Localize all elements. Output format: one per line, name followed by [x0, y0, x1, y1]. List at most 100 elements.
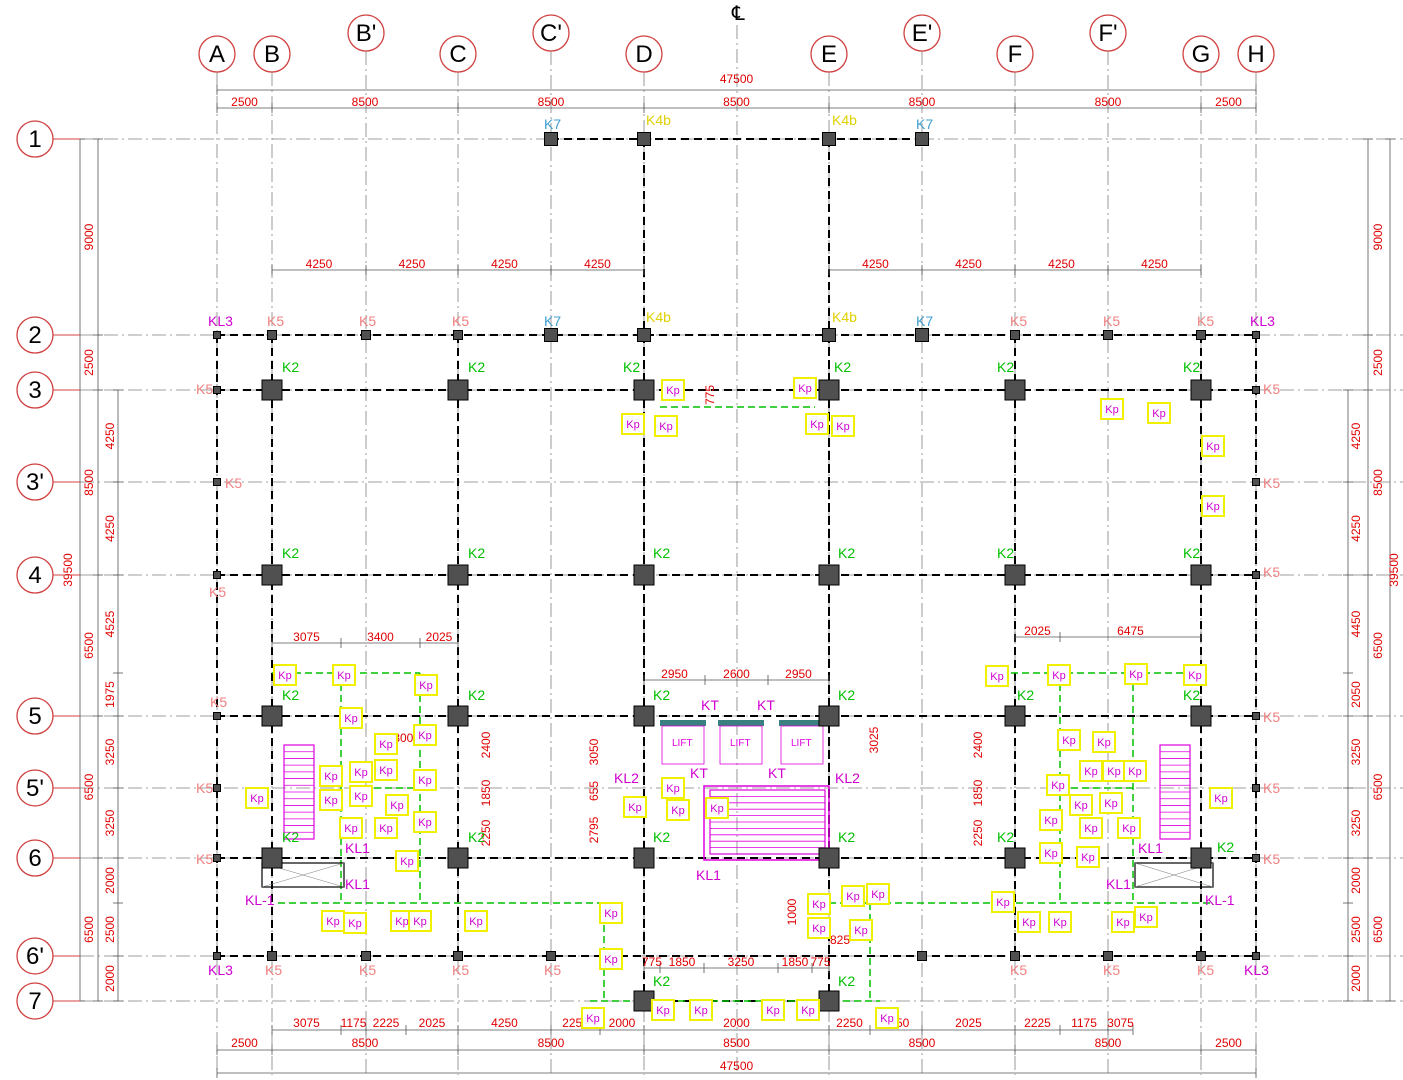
kp-label: Kp — [324, 795, 337, 807]
column — [447, 564, 469, 586]
dim-sub-left-value: 4250 — [491, 257, 518, 271]
kp-label: Kp — [812, 899, 825, 911]
kp-box — [374, 733, 398, 755]
kp-box — [273, 664, 297, 686]
kp-box — [1117, 817, 1141, 839]
column — [633, 847, 655, 869]
column — [1004, 564, 1026, 586]
kp-box — [339, 707, 363, 729]
kp-label: Kp — [1097, 737, 1110, 749]
stair-well — [703, 785, 830, 861]
kp-label: Kp — [659, 421, 672, 433]
axis-bubble-C — [439, 35, 477, 73]
column-label: K2 — [1183, 545, 1200, 561]
column — [1004, 379, 1026, 401]
column — [213, 784, 221, 792]
column — [1010, 951, 1020, 961]
column-label: K4b — [646, 112, 671, 128]
misc-dim: 2250 — [479, 819, 493, 846]
kp-label: Kp — [1081, 852, 1094, 864]
dim-sub-right-value: 4250 — [1141, 257, 1168, 271]
column — [818, 379, 840, 401]
dim-left-inner-value: 4250 — [103, 515, 117, 542]
kp-label: Kp — [1062, 735, 1075, 747]
column-label: K5 — [196, 381, 213, 397]
kp-label: Kp — [604, 954, 617, 966]
column — [637, 132, 651, 146]
landing-diagonal — [261, 862, 345, 888]
kp-label: Kp — [1116, 917, 1129, 929]
kp-box — [374, 817, 398, 839]
axis-label-C: C — [449, 41, 466, 68]
column-label: K5 — [1103, 962, 1120, 978]
column-label: K5 — [1263, 709, 1280, 725]
column-label: K2 — [468, 359, 485, 375]
dim-lift-value: 2950 — [661, 667, 688, 681]
dim-lift-value: 2600 — [723, 667, 750, 681]
column — [261, 564, 283, 586]
kp-box — [985, 665, 1009, 687]
kp-box — [1134, 906, 1158, 928]
kp-label: Kp — [836, 421, 849, 433]
dim-bottom-seg-value: 8500 — [909, 1036, 936, 1050]
column-label: KL2 — [614, 770, 639, 786]
column — [1252, 712, 1260, 720]
column — [915, 328, 929, 342]
axis-label-A: A — [209, 41, 225, 68]
dim-left-inner-value: 3250 — [103, 738, 117, 765]
kp-label: Kp — [418, 775, 431, 787]
column-label: KT — [690, 765, 708, 781]
axis-label-7: 7 — [28, 988, 41, 1015]
axis-label-D: D — [635, 41, 652, 68]
dim-bottom-sub-value: 2225 — [373, 1016, 400, 1030]
column — [213, 571, 221, 579]
dim-bottom-sub-value: 2000 — [609, 1016, 636, 1030]
axis-bubble-C' — [532, 14, 570, 52]
column-label: K2 — [1183, 359, 1200, 375]
kp-box — [1039, 809, 1063, 831]
axis-label-3: 3 — [28, 377, 41, 404]
axis-label-B: B — [264, 41, 280, 68]
column-label: K2 — [468, 829, 485, 845]
kp-label: Kp — [400, 856, 413, 868]
kp-box — [395, 850, 419, 872]
dim-right-inner-value: 3250 — [1349, 738, 1363, 765]
column-label: KT — [701, 697, 719, 713]
kp-box — [991, 891, 1015, 913]
axis-bubble-B' — [347, 14, 385, 52]
lift-door — [718, 720, 764, 726]
column-label: K5 — [1197, 313, 1214, 329]
column-label: K2 — [997, 545, 1014, 561]
kp-label: Kp — [628, 802, 641, 814]
kp-box — [1079, 817, 1103, 839]
column — [213, 478, 221, 486]
column-label: K5 — [359, 962, 376, 978]
kp-box — [661, 379, 685, 401]
column — [633, 379, 655, 401]
column-label: K4b — [832, 112, 857, 128]
dim-lift2-value: 1850 — [669, 955, 696, 969]
axis-label-3': 3' — [26, 469, 44, 496]
column-label: KL-1 — [1205, 892, 1235, 908]
kp-box — [245, 787, 269, 809]
column-label: K2 — [1017, 687, 1034, 703]
kp-box — [866, 883, 890, 905]
kp-label: Kp — [1053, 917, 1066, 929]
column-label: K5 — [452, 313, 469, 329]
column-label: K5 — [1263, 780, 1280, 796]
kp-label: Kp — [379, 823, 392, 835]
kp-label: Kp — [710, 803, 723, 815]
kp-box — [1099, 792, 1123, 814]
column-label: KL1 — [1106, 876, 1131, 892]
dim-stair-left-value: 3400 — [367, 630, 394, 644]
kp-label: Kp — [1122, 823, 1135, 835]
column — [1196, 330, 1206, 340]
axis-label-F: F — [1008, 41, 1023, 68]
kp-label: Kp — [1044, 848, 1057, 860]
dim-left-inner-value: 2000 — [103, 965, 117, 992]
kp-label: Kp — [798, 383, 811, 395]
kp-label: Kp — [1152, 408, 1165, 420]
dim-left-inner-value: 3250 — [103, 809, 117, 836]
lift-label: LIFT — [730, 738, 751, 749]
dim-top-seg-value: 8500 — [1095, 95, 1122, 109]
